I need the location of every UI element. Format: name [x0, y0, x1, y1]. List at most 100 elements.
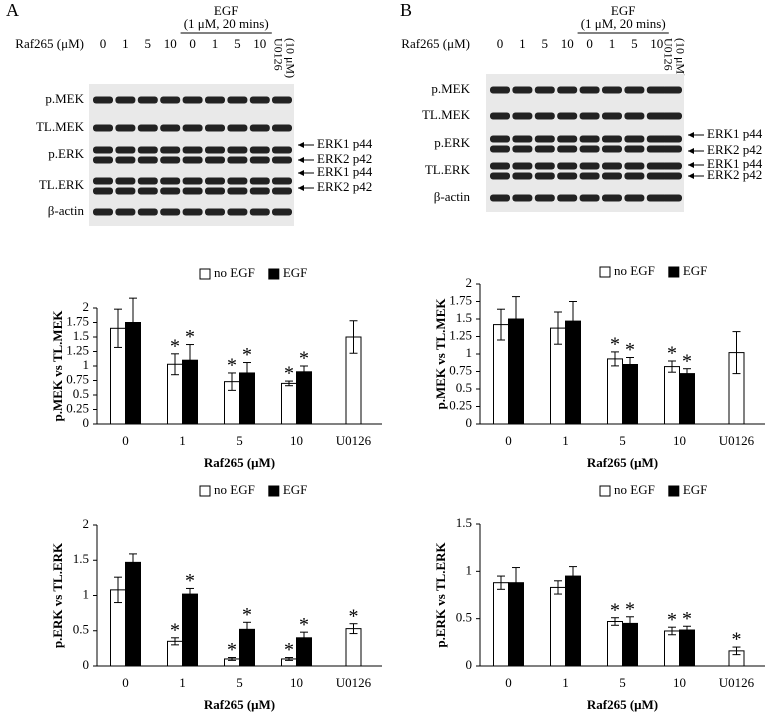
band [115, 124, 136, 132]
band [205, 156, 225, 164]
x-tick-label: 10 [290, 675, 303, 690]
x-tick-label: 0 [122, 433, 129, 448]
y-tick-label: 0 [466, 415, 473, 430]
row-label: β-actin [48, 203, 85, 218]
arrow-head [298, 142, 304, 148]
y-tick-label: 1 [83, 357, 90, 372]
band [272, 124, 292, 132]
band [93, 156, 113, 164]
x-tick-label: 0 [505, 433, 512, 448]
legend-swatch [268, 485, 280, 497]
x-axis-label: Raf265 (μM) [204, 697, 275, 712]
treatment-detail: (1 μM, 20 mins) [581, 16, 666, 31]
band [272, 96, 292, 104]
lane-label: 5 [145, 36, 152, 51]
band [205, 177, 225, 185]
significance: * [625, 339, 635, 361]
legend-swatch [599, 266, 611, 278]
y-tick-label: 0.25 [66, 400, 89, 415]
x-tick-label: 10 [673, 675, 686, 690]
bar [622, 364, 638, 425]
band [490, 135, 510, 143]
bar [607, 621, 623, 667]
significance: * [242, 604, 252, 626]
band [160, 96, 181, 104]
band [662, 112, 682, 120]
band [534, 112, 555, 120]
band [646, 172, 667, 180]
band [272, 177, 292, 185]
y-tick-label: 1 [83, 586, 90, 601]
x-tick-label: 1 [562, 675, 569, 690]
band [579, 135, 600, 143]
band [227, 124, 248, 132]
band [272, 208, 292, 216]
band [182, 208, 203, 216]
band [115, 96, 136, 104]
x-tick-label: 5 [236, 675, 243, 690]
y-tick-label: 1.75 [66, 313, 89, 328]
band [93, 187, 113, 195]
band [182, 177, 203, 185]
band [93, 208, 113, 216]
band [662, 145, 682, 153]
band [557, 135, 578, 143]
band [249, 177, 270, 185]
band-label: ERK2 p42 [317, 179, 372, 194]
bar [565, 575, 581, 667]
significance: * [625, 598, 635, 620]
band [534, 86, 555, 94]
legend-label: no EGF [214, 482, 255, 497]
band [579, 194, 600, 202]
bar [664, 630, 680, 667]
bar [345, 628, 362, 667]
band [512, 194, 533, 202]
legend-swatch [268, 268, 280, 280]
band [137, 208, 158, 216]
bar [679, 629, 695, 667]
band [662, 86, 682, 94]
band [227, 156, 248, 164]
band [534, 135, 555, 143]
bar [664, 366, 680, 425]
x-tick-label: 1 [179, 675, 186, 690]
band [602, 145, 622, 153]
band [557, 194, 578, 202]
y-tick-label: 1.5 [73, 328, 89, 343]
band [182, 96, 203, 104]
band [249, 156, 270, 164]
x-tick-label: 5 [619, 675, 626, 690]
band [624, 172, 645, 180]
significance: * [227, 639, 237, 661]
lane-title: Raf265 (μM) [401, 36, 470, 51]
legend-label: no EGF [214, 265, 255, 280]
significance: * [185, 570, 195, 592]
y-tick-label: 0.5 [456, 610, 472, 625]
band [115, 187, 136, 195]
y-tick-label: 0.5 [456, 380, 472, 395]
band [227, 146, 248, 154]
inhibitor-dose: (10 μM) [673, 38, 687, 78]
band [646, 112, 667, 120]
band [93, 124, 113, 132]
treatment: EGF [611, 3, 636, 18]
bar [296, 371, 312, 425]
band [512, 172, 533, 180]
y-tick-label: 2 [83, 516, 90, 531]
bar [125, 561, 141, 667]
y-tick-label: 0.75 [449, 362, 472, 377]
band [160, 124, 181, 132]
x-tick-label: U0126 [719, 433, 755, 448]
y-tick-label: 0 [83, 657, 90, 672]
arrow-head [298, 157, 304, 163]
significance: * [284, 639, 294, 661]
y-tick-label: 1 [466, 345, 473, 360]
band [557, 145, 578, 153]
band [205, 187, 225, 195]
band [557, 162, 578, 170]
y-tick-label: 2 [83, 299, 90, 314]
significance: * [682, 350, 692, 372]
band [137, 177, 158, 185]
band [272, 187, 292, 195]
